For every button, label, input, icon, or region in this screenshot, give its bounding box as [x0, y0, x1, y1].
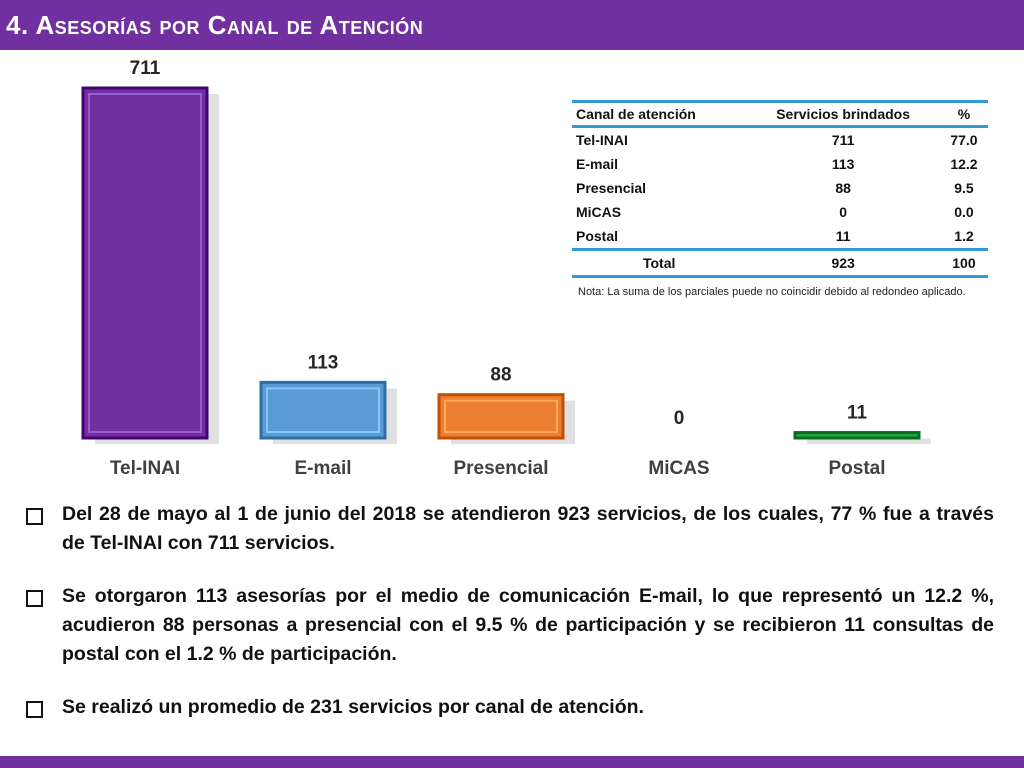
category-label: Presencial: [453, 458, 548, 479]
bar: [81, 86, 209, 440]
table-row: MiCAS 0 0.0: [572, 200, 988, 224]
summary-table: Canal de atención Servicios brindados % …: [572, 100, 988, 278]
table-cell: MiCAS: [576, 204, 622, 220]
summary-table-container: Canal de atención Servicios brindados % …: [572, 100, 988, 278]
table-cell: 0.0: [954, 204, 974, 220]
total-percent: 100: [939, 248, 988, 278]
table-cell: Tel-INAI: [576, 132, 628, 148]
bar: [793, 431, 921, 440]
table-row: Postal 11 1.2: [572, 224, 988, 250]
table-header-row: Canal de atención Servicios brindados %: [572, 100, 988, 128]
bullet-list: Del 28 de mayo al 1 de junio del 2018 se…: [22, 500, 994, 746]
checkbox-bullet-icon: [26, 701, 43, 718]
bullet-text: Se otorgaron 113 asesorías por el medio …: [62, 585, 994, 665]
bar-shadow: [807, 438, 931, 444]
table-cell: 11: [835, 228, 851, 244]
table-cell: 88: [835, 180, 851, 196]
table-cell: 113: [831, 156, 855, 172]
bullet-item: Se otorgaron 113 asesorías por el medio …: [22, 582, 994, 669]
bar-bevel: [266, 387, 380, 433]
table-cell: 12.2: [950, 156, 978, 172]
table-cell: 1.2: [954, 228, 974, 244]
bottom-bar: [0, 756, 1024, 768]
data-label: 113: [308, 352, 339, 373]
page-title: 4. Asesorías por Canal de Atención: [6, 10, 424, 40]
title-bar: 4. Asesorías por Canal de Atención: [0, 0, 1024, 50]
total-label: Total: [572, 248, 747, 278]
header-percent: %: [939, 100, 988, 128]
bar-chart: 711 Tel-INAI 113 E-mail 88 Presencial 0 MiCAS 11…: [81, 58, 931, 479]
header-services: Servicios brindados: [746, 100, 940, 128]
bullet-text: Se realizó un promedio de 231 servicios …: [62, 696, 644, 718]
table-note: Nota: La suma de los parciales puede no …: [578, 286, 966, 298]
data-label: 11: [847, 403, 868, 424]
bullet-item: Del 28 de mayo al 1 de junio del 2018 se…: [22, 500, 994, 558]
table-cell: 711: [831, 132, 855, 148]
bar-bevel: [444, 399, 558, 433]
table-cell: Postal: [576, 228, 619, 244]
category-label: MiCAS: [648, 458, 709, 479]
table-row: Tel-INAI 711 77.0: [572, 127, 988, 153]
bullet-item: Se realizó un promedio de 231 servicios …: [22, 693, 994, 722]
category-label: Postal: [828, 458, 885, 479]
category-label: E-mail: [294, 458, 351, 479]
bar-bevel: [88, 93, 202, 433]
total-services: 923: [746, 248, 940, 278]
table-row: Presencial 88 9.5: [572, 176, 988, 200]
table-total-row: Total 923 100: [572, 248, 988, 278]
header-channel: Canal de atención: [572, 100, 747, 128]
category-label: Tel-INAI: [110, 458, 180, 479]
table-cell: E-mail: [576, 156, 619, 172]
checkbox-bullet-icon: [26, 590, 43, 607]
data-label: 88: [490, 365, 511, 386]
table-cell: Presencial: [576, 180, 647, 196]
data-label: 0: [674, 408, 685, 429]
bar: [259, 380, 387, 440]
bar: [437, 393, 565, 440]
table-cell: 9.5: [954, 180, 974, 196]
table-cell: 77.0: [950, 132, 978, 148]
bullet-text: Del 28 de mayo al 1 de junio del 2018 se…: [62, 503, 994, 554]
checkbox-bullet-icon: [26, 508, 43, 525]
data-label: 711: [130, 58, 161, 79]
table-cell: 0: [839, 204, 848, 220]
table-row: E-mail 113 12.2: [572, 152, 988, 176]
